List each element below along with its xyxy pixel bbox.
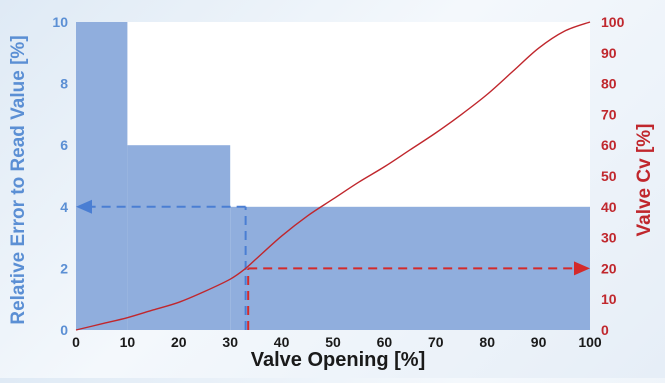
x-axis-title: Valve Opening [%]: [251, 349, 425, 371]
error-step-bar-0: [76, 22, 128, 330]
cv-curve-group: [75, 21, 591, 331]
y-right-tick-label: 70: [601, 106, 617, 122]
error-step-area: [76, 22, 590, 330]
y-left-tick-label: 10: [52, 14, 68, 30]
y-right-tick-label: 90: [601, 45, 617, 61]
y-left-tick-label: 0: [60, 322, 68, 338]
y-right-tick-label: 100: [601, 14, 625, 30]
x-tick-label: 90: [531, 334, 547, 350]
x-tick-label: 0: [72, 334, 80, 350]
x-tick-label: 30: [222, 334, 238, 350]
y-left-tick-label: 4: [60, 199, 68, 215]
y-right-tick-label: 80: [601, 76, 617, 92]
y-right-tick-label: 20: [601, 260, 617, 276]
x-tick-label: 20: [171, 334, 187, 350]
y-right-tick-label: 30: [601, 230, 617, 246]
y-right-tick-label: 50: [601, 168, 617, 184]
y-right-tick-label: 10: [601, 291, 617, 307]
x-tick-label: 60: [377, 334, 393, 350]
x-tick-label: 10: [120, 334, 136, 350]
x-tick-label: 80: [479, 334, 495, 350]
y-right-tick-label: 0: [601, 322, 609, 338]
x-tick-label: 50: [325, 334, 341, 350]
y-left-tick-label: 8: [60, 76, 68, 92]
y-right-tick-label: 60: [601, 137, 617, 153]
x-tick-label: 100: [578, 334, 602, 350]
red-arrowhead: [574, 261, 590, 276]
y-right-tick-label: 40: [601, 199, 617, 215]
cv-curve-line: [75, 21, 591, 331]
y-left-tick-label: 2: [60, 260, 68, 276]
tick-labels: 0 10 20 30 40 50 60 70 80 90 100024681001020304050…: [52, 14, 624, 350]
y-axis-left-title: Relative Error to Read Value [%]: [8, 35, 29, 324]
error-step-bar-1: [127, 145, 231, 330]
blue-arrowhead: [76, 199, 92, 214]
x-tick-label: 40: [274, 334, 290, 350]
error-step-bar-2: [230, 206, 590, 330]
x-tick-label: 70: [428, 334, 444, 350]
y-left-tick-label: 6: [60, 137, 68, 153]
y-axis-right-title: Valve Cv [%]: [634, 124, 655, 237]
